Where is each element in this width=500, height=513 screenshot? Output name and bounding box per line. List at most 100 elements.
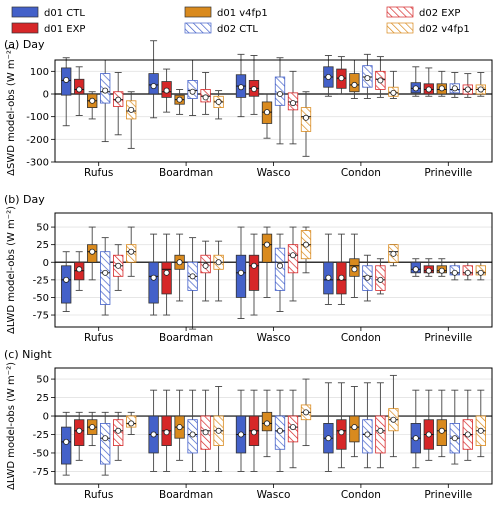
y-axis-label: ΔSWD model-obs (W m⁻²) [6,46,17,176]
mean-marker [176,96,183,103]
box-iqr [148,261,159,304]
box-d01-v4fp1 [261,93,273,139]
box-d01-v4fp1 [87,91,98,120]
legend-label: d01 v4fp1 [217,8,268,19]
box-d02-exp [200,389,211,472]
box-d02-ctl [187,389,198,472]
box-d02-exp [200,240,211,302]
mean-marker [237,431,244,438]
mean-marker [289,252,296,259]
box-d02-v4fp1 [388,244,399,267]
box-d01-ctl [323,233,334,305]
box-d02-ctl [187,237,198,330]
category-label: Rufus [84,489,113,501]
category-label: Prineville [424,167,472,179]
mean-marker [63,76,70,83]
box-d01-v4fp1 [87,411,98,447]
mean-marker [390,89,397,96]
mean-marker [115,427,122,434]
box-d02-ctl [274,233,286,312]
box-d01-exp [248,389,260,472]
box-iqr [261,233,273,263]
mean-marker [163,269,170,276]
y-tick-label: -75 [33,467,49,478]
box-d01-v4fp1 [174,389,185,461]
mean-marker [150,274,157,281]
box-d02-ctl [362,382,373,469]
y-tick-label: -75 [33,311,49,322]
box-d01-exp [161,68,172,113]
box-d01-ctl [410,389,421,469]
box-d02-v4fp1 [475,72,486,97]
mean-marker [189,431,196,438]
legend-swatch [184,6,212,18]
mean-marker [338,274,345,281]
box-d02-ctl [100,237,111,316]
box-d02-exp [287,389,299,469]
category-label: Prineville [424,332,472,344]
box-d01-v4fp1 [174,233,185,302]
mean-marker [338,75,345,82]
box-d02-ctl [449,389,460,465]
mean-marker [276,262,283,269]
box-iqr [235,254,247,298]
mean-marker [289,424,296,431]
box-d01-v4fp1 [87,226,98,281]
box-iqr [161,261,172,295]
box-d02-ctl [362,53,373,99]
box-d02-v4fp1 [300,226,312,274]
box-d01-v4fp1 [174,89,185,115]
box-d01-ctl [61,251,72,312]
box-d02-v4fp1 [126,411,137,435]
box-d02-v4fp1 [388,374,399,458]
mean-marker [325,274,332,281]
box-iqr [248,254,260,291]
box-d02-v4fp1 [475,261,486,281]
panel-1: (a) Day -300 -200 -100 0 100 ΔSWD model-obs (W… [4,38,493,179]
box-d02-v4fp1 [300,378,312,447]
box-d02-exp [113,244,124,291]
mean-marker [89,248,96,255]
box-d01-ctl [235,53,247,118]
mean-marker [250,86,257,93]
box-d02-exp [462,261,473,281]
mean-marker [302,114,309,121]
box-iqr [274,247,286,291]
box-d01-ctl [235,389,247,472]
mean-marker [412,266,419,273]
mean-marker [163,429,170,436]
mean-marker [451,269,458,276]
panel-3: (c) Night -75 -50 -25 0 25 50 ΔLWD model-obs (W… [4,348,493,501]
box-iqr [61,426,72,465]
box-d02-v4fp1 [213,386,224,472]
box-d02-v4fp1 [475,389,486,458]
mean-marker [176,424,183,431]
mean-marker [76,266,83,273]
mean-marker [302,409,309,416]
mean-marker [176,259,183,266]
y-axis-label: ΔLWD model-obs (W m⁻²) [6,206,17,334]
box-d01-v4fp1 [436,389,447,458]
y-tick-label: -50 [33,448,49,459]
box-d01-ctl [61,57,72,127]
box-d02-v4fp1 [126,91,137,149]
box-d01-v4fp1 [261,389,273,458]
y-tick-label: -50 [33,293,49,304]
box-d02-exp [113,72,124,136]
category-label: Boardman [159,489,213,501]
box-d02-v4fp1 [126,226,137,277]
mean-marker [451,435,458,442]
mean-marker [276,427,283,434]
box-d01-exp [336,56,347,95]
box-d01-exp [423,258,434,277]
mean-marker [89,424,96,431]
box-d02-exp [287,226,299,302]
mean-marker [390,250,397,257]
box-d01-exp [74,411,85,461]
mean-marker [63,276,70,283]
mean-marker [364,75,371,82]
y-tick-label: 0 [43,412,49,423]
y-tick-label: 25 [36,240,49,251]
mean-marker [438,427,445,434]
